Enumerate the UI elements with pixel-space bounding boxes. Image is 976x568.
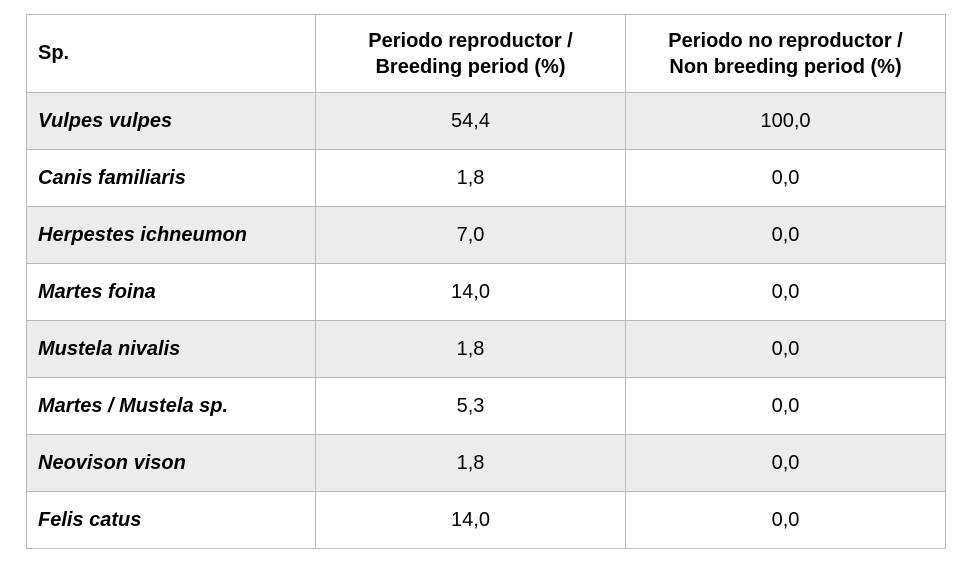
table-row: Canis familiaris 1,8 0,0 (26, 149, 946, 207)
non-breeding-value-cell: 0,0 (625, 263, 946, 321)
breeding-value-cell: 1,8 (315, 320, 626, 378)
non-breeding-value-cell: 0,0 (625, 320, 946, 378)
breeding-value-cell: 1,8 (315, 149, 626, 207)
species-cell: Mustela nivalis (26, 320, 316, 378)
species-cell: Herpestes ichneumon (26, 206, 316, 264)
table-row: Mustela nivalis 1,8 0,0 (26, 320, 946, 378)
breeding-value-cell: 1,8 (315, 434, 626, 492)
breeding-value-cell: 5,3 (315, 377, 626, 435)
table-row: Martes foina 14,0 0,0 (26, 263, 946, 321)
table-row: Vulpes vulpes 54,4 100,0 (26, 92, 946, 150)
species-cell: Martes / Mustela sp. (26, 377, 316, 435)
species-cell: Martes foina (26, 263, 316, 321)
species-table: Sp. Periodo reproductor / Breeding perio… (26, 14, 946, 549)
breeding-value-cell: 7,0 (315, 206, 626, 264)
species-cell: Neovison vison (26, 434, 316, 492)
table-row: Neovison vison 1,8 0,0 (26, 434, 946, 492)
breeding-value-cell: 14,0 (315, 263, 626, 321)
non-breeding-value-cell: 0,0 (625, 206, 946, 264)
non-breeding-value-cell: 0,0 (625, 434, 946, 492)
table-row: Felis catus 14,0 0,0 (26, 491, 946, 549)
breeding-value-cell: 54,4 (315, 92, 626, 150)
breeding-value-cell: 14,0 (315, 491, 626, 549)
column-header-non-breeding-period: Periodo no reproductor / Non breeding pe… (625, 14, 946, 93)
table-row: Martes / Mustela sp. 5,3 0,0 (26, 377, 946, 435)
species-table-container: Sp. Periodo reproductor / Breeding perio… (26, 14, 946, 549)
table-header-row: Sp. Periodo reproductor / Breeding perio… (26, 14, 946, 93)
non-breeding-value-cell: 100,0 (625, 92, 946, 150)
non-breeding-value-cell: 0,0 (625, 377, 946, 435)
column-header-breeding-period: Periodo reproductor / Breeding period (%… (315, 14, 626, 93)
non-breeding-value-cell: 0,0 (625, 491, 946, 549)
table-row: Herpestes ichneumon 7,0 0,0 (26, 206, 946, 264)
species-cell: Canis familiaris (26, 149, 316, 207)
non-breeding-value-cell: 0,0 (625, 149, 946, 207)
species-cell: Felis catus (26, 491, 316, 549)
column-header-species: Sp. (26, 14, 316, 93)
species-cell: Vulpes vulpes (26, 92, 316, 150)
